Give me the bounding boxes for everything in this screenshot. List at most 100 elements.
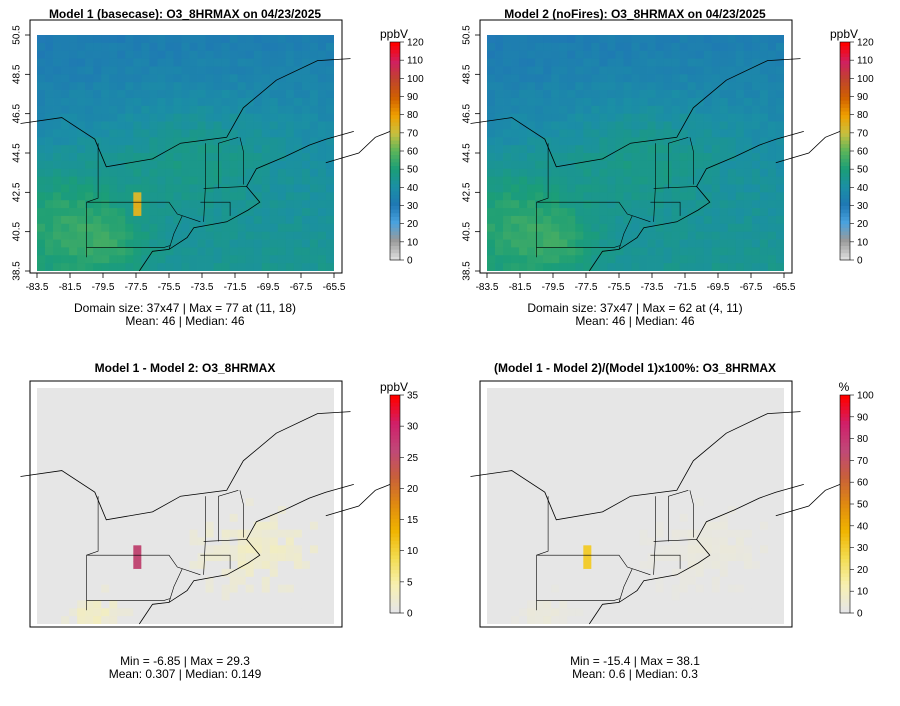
grid-cell [125,592,134,601]
grid-cell [93,537,102,546]
grid-cell [503,215,512,225]
grid-cell [93,137,102,146]
grid-cell [607,561,616,570]
grid-cell [285,498,295,507]
grid-cell [173,490,182,499]
grid-cell [559,113,568,122]
grid-cell [687,66,697,75]
grid-cell [719,506,729,515]
grid-cell [229,568,239,578]
grid-cell [277,482,287,491]
grid-cell [503,388,512,397]
grid-cell [559,568,568,578]
grid-cell [133,168,142,177]
grid-cell [487,537,496,546]
grid-cell [301,129,311,138]
colorbar-segment [840,52,850,58]
grid-cell [591,192,600,201]
grid-cell [213,411,223,420]
colorbar-segment [840,395,850,400]
grid-cell [53,490,62,499]
grid-cell [711,153,721,162]
grid-cell [727,616,737,624]
grid-cell [253,90,263,99]
grid-cell [583,608,592,617]
grid-cell [767,466,777,475]
grid-cell [751,215,761,225]
grid-cell [53,600,62,609]
grid-cell [695,66,705,75]
grid-cell [101,388,110,397]
grid-cell [157,215,166,225]
grid-cell [671,458,681,468]
grid-cell [269,521,279,530]
grid-cell [205,97,214,107]
grid-cell [527,474,536,483]
grid-cell [285,466,295,475]
grid-cell [775,458,784,468]
grid-cell [703,545,713,554]
grid-cell [181,490,190,499]
grid-cell [703,145,713,154]
grid-cell [157,160,166,170]
grid-cell [615,592,624,601]
grid-cell [751,200,761,209]
grid-cell [751,395,761,405]
grid-cell [711,411,721,420]
colorbar-segment [840,587,850,592]
grid-cell [277,105,287,115]
grid-cell [141,506,150,515]
grid-cell [679,576,689,586]
grid-cell [269,137,279,146]
grid-cell [85,537,94,546]
grid-cell [301,616,311,624]
grid-cell [559,403,568,412]
grid-cell [69,192,78,201]
grid-cell [173,113,182,122]
grid-cell [149,50,158,59]
grid-cell [775,145,784,154]
grid-cell [141,498,150,507]
grid-cell [101,403,110,412]
grid-cell [575,616,584,624]
grid-cell [109,74,118,83]
grid-cell [221,50,231,59]
grid-cell [245,160,255,170]
grid-cell [77,121,86,130]
grid-cell [53,395,62,405]
colorbar-segment [840,398,850,403]
colorbar-tick-label: 30 [407,422,419,433]
grid-cell [261,137,271,146]
grid-cell [551,411,560,420]
grid-cell [487,576,496,586]
grid-cell [69,427,78,436]
grid-cell [535,145,544,154]
grid-cell [543,513,552,523]
grid-cell [751,443,761,452]
grid-cell [197,97,206,107]
grid-cell [503,529,512,538]
grid-cell [775,521,784,530]
grid-cell [205,584,214,593]
grid-cell [647,113,656,122]
grid-cell [687,82,697,91]
x-tick-label: -77.5 [125,282,148,293]
grid-cell [269,616,279,624]
grid-cell [631,35,640,44]
grid-cell [575,208,584,217]
grid-cell [695,568,705,578]
grid-cell [221,490,231,499]
grid-cell [221,239,231,248]
grid-cell [511,66,520,75]
grid-cell [237,90,247,99]
grid-cell [197,411,206,420]
grid-cell [149,113,158,122]
grid-cell [237,419,247,428]
grid-cell [607,592,616,601]
grid-cell [695,168,705,177]
grid-cell [519,576,528,586]
grid-cell [77,474,86,483]
grid-cell [213,513,223,523]
grid-cell [61,176,70,185]
grid-cell [687,482,697,491]
